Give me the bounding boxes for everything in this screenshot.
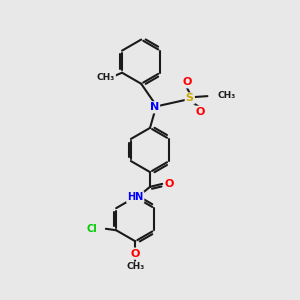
Text: S: S bbox=[186, 94, 194, 103]
Text: CH₃: CH₃ bbox=[126, 262, 144, 272]
Text: O: O bbox=[164, 179, 174, 189]
Text: N: N bbox=[150, 102, 159, 112]
Text: HN: HN bbox=[127, 192, 143, 202]
Text: CH₃: CH₃ bbox=[97, 73, 115, 82]
Text: CH₃: CH₃ bbox=[218, 91, 236, 100]
Text: Cl: Cl bbox=[86, 224, 97, 234]
Text: O: O bbox=[182, 77, 191, 87]
Text: O: O bbox=[130, 249, 140, 259]
Text: O: O bbox=[195, 107, 205, 117]
